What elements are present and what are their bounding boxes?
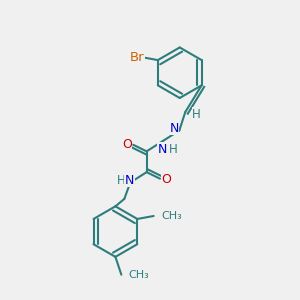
Text: N: N — [169, 122, 178, 135]
Text: CH₃: CH₃ — [161, 211, 182, 221]
Text: H: H — [192, 108, 201, 121]
Text: N: N — [158, 143, 167, 156]
Text: CH₃: CH₃ — [129, 270, 149, 280]
Text: O: O — [122, 138, 132, 151]
Text: H: H — [117, 174, 126, 187]
Text: N: N — [125, 174, 134, 187]
Text: O: O — [162, 173, 172, 186]
Text: Br: Br — [130, 51, 144, 64]
Text: H: H — [169, 143, 178, 156]
